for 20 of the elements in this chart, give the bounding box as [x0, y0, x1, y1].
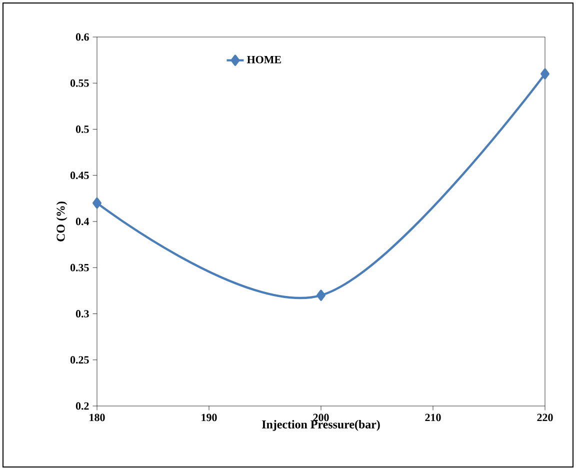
- point: [540, 68, 550, 80]
- x-tick-label: 200: [313, 414, 329, 422]
- point: [92, 197, 102, 209]
- legend-label: HOME: [247, 56, 281, 64]
- y-tick-label: 0.55: [70, 79, 89, 87]
- y-tick-label: 0.4: [76, 218, 90, 226]
- y-tick-label: 0.2: [76, 402, 89, 410]
- y-tick-label: 0.5: [76, 126, 89, 133]
- x-tick-label: 220: [537, 414, 553, 422]
- y-tick-label: 0.35: [70, 264, 89, 272]
- x-tick-label: 210: [425, 414, 441, 422]
- x-tick-label: 190: [202, 414, 217, 422]
- y-tick-label: 0.45: [70, 172, 89, 180]
- point: [316, 290, 326, 301]
- x-tick-label: 180: [90, 414, 105, 422]
- y-tick-label: 0.25: [70, 356, 89, 364]
- y-tick-label: 0.6: [76, 33, 89, 41]
- x-axis-title: Injection Pressure(bar): [262, 420, 380, 431]
- y-tick-label: 0.3: [76, 310, 89, 318]
- y-axis-title: CO (%): [56, 202, 68, 242]
